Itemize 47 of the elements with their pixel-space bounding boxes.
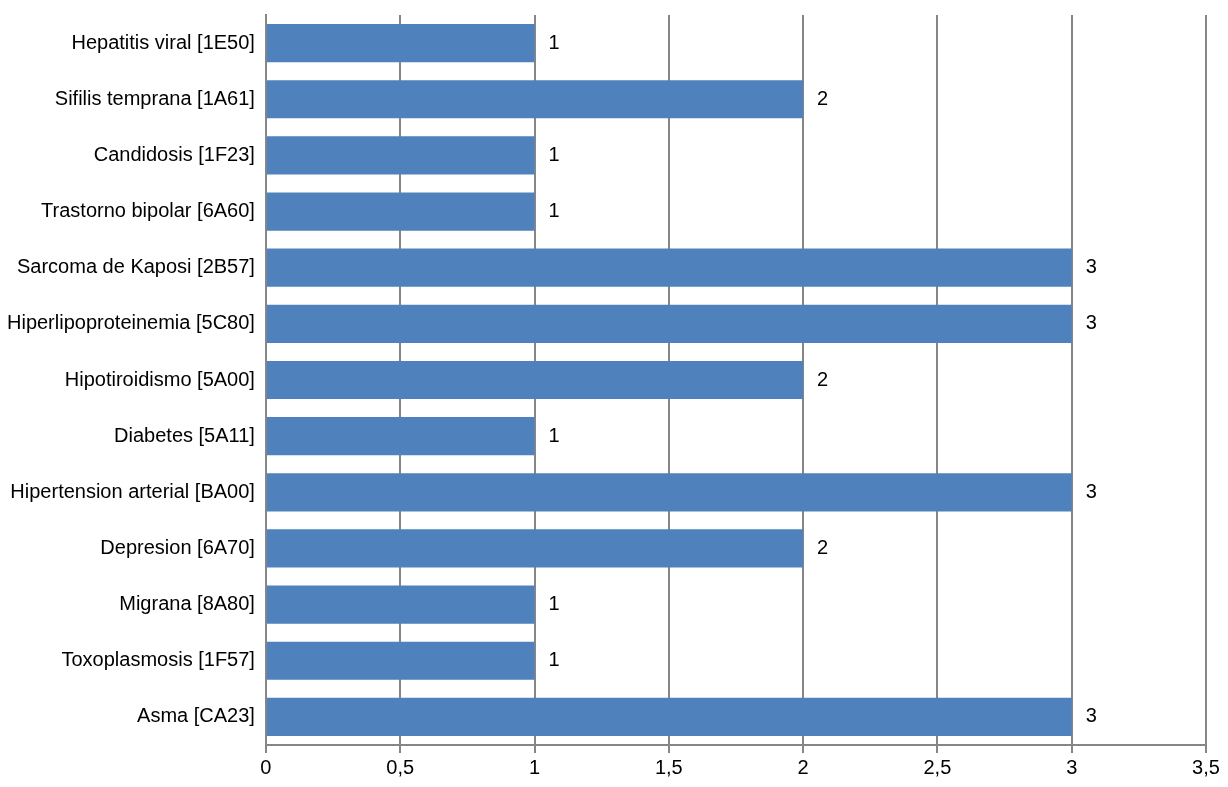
y-tick-label: Hipotiroidismo [5A00] [64, 367, 255, 390]
bar [266, 417, 535, 456]
data-label: 3 [1085, 311, 1097, 334]
data-label: 1 [548, 592, 560, 615]
bar [266, 23, 535, 63]
y-tick-label: Sarcoma de Kaposi [2B57] [16, 255, 255, 278]
y-tick-label: Toxoplasmosis [1F57] [61, 648, 255, 671]
bar [266, 192, 535, 231]
bar [266, 641, 535, 680]
y-tick-label: Sifilis temprana [1A61] [54, 86, 255, 109]
data-label: 1 [548, 142, 560, 165]
y-tick-label: Trastorno bipolar [6A60] [41, 199, 255, 222]
y-tick-label: Hepatitis viral [1E50] [71, 30, 255, 53]
bar [266, 585, 535, 624]
y-tick-label: Asma [CA23] [137, 704, 255, 727]
x-tick-label: 3,5 [1192, 755, 1220, 778]
data-label: 3 [1085, 479, 1097, 502]
data-label: 1 [548, 199, 560, 222]
x-tick-label: 3 [1066, 755, 1078, 778]
bar [266, 697, 1072, 737]
y-tick-label: Hiperlipoproteinemia [5C80] [6, 311, 255, 334]
data-label: 1 [548, 423, 560, 446]
x-tick-label: 0 [260, 755, 272, 778]
bar [266, 360, 804, 400]
bar [266, 529, 804, 568]
bar [266, 304, 1072, 343]
data-label: 2 [817, 367, 829, 390]
data-label: 3 [1085, 255, 1097, 278]
data-label: 2 [817, 86, 829, 109]
bar [266, 248, 1072, 287]
bar [266, 80, 804, 119]
bar [266, 473, 1072, 512]
y-tick-label: Candidosis [1F23] [93, 142, 255, 165]
y-tick-label: Migrana [8A80] [119, 592, 255, 615]
x-tick-label: 2,5 [923, 755, 952, 778]
y-tick-label: Depresion [6A70] [100, 535, 255, 558]
x-tick-label: 1,5 [654, 755, 683, 778]
y-tick-label: Diabetes [5A11] [114, 423, 255, 446]
data-label: 1 [548, 648, 560, 671]
data-label: 3 [1085, 704, 1097, 727]
x-tick-label: 2 [797, 755, 809, 778]
y-tick-label: Hipertension arterial [BA00] [10, 479, 255, 502]
x-tick-label: 0,5 [386, 755, 415, 778]
x-tick-label: 1 [528, 755, 541, 778]
data-label: 1 [548, 30, 560, 53]
bar [266, 136, 535, 175]
data-label: 2 [817, 535, 829, 558]
